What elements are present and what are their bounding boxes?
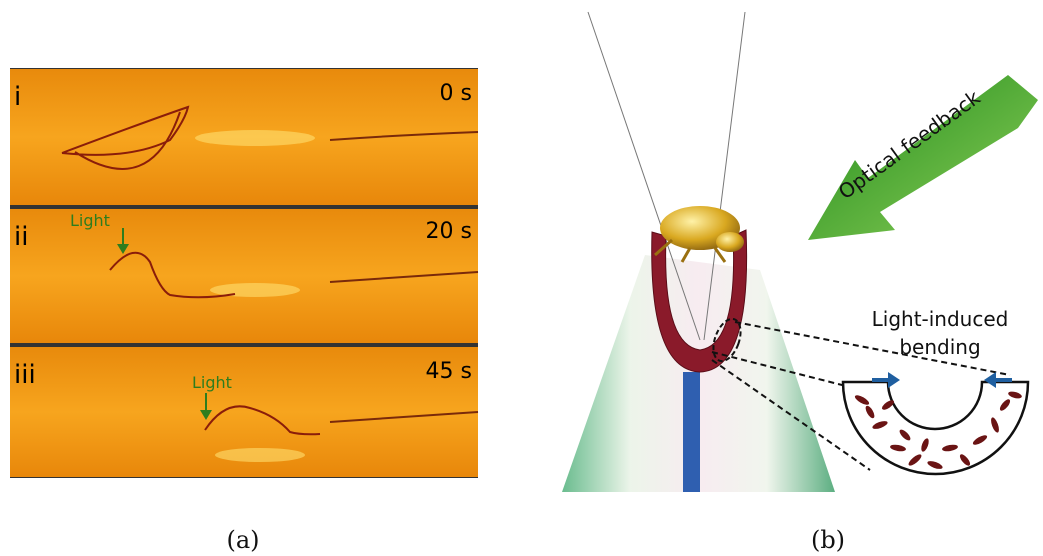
caption: (b) <box>811 526 845 554</box>
time-label: 0 s <box>440 81 472 106</box>
light-label: Light <box>70 211 110 230</box>
panel-a: i 0 s Light ii 20 s Light iii 45 s <box>10 68 478 478</box>
glare <box>195 130 315 146</box>
time-label: 45 s <box>426 359 472 384</box>
strip-label: ii <box>14 222 28 252</box>
inset-label: Light-induced <box>872 307 1009 331</box>
inset-label: bending <box>899 335 980 359</box>
time-label: 20 s <box>426 219 472 244</box>
caption: (a) <box>226 526 259 554</box>
glare <box>215 448 305 462</box>
beetle-head <box>716 232 744 252</box>
beam <box>683 372 700 492</box>
strip-label: i <box>14 82 21 112</box>
feedback-arrow <box>808 75 1038 240</box>
strip-label: iii <box>14 360 36 390</box>
light-label: Light <box>192 373 232 392</box>
panel-b: Optical feedback Light-induced bending <box>562 12 1038 492</box>
bent-strip <box>843 382 1028 474</box>
figure: i 0 s Light ii 20 s Light iii 45 s (a) O… <box>0 0 1043 556</box>
